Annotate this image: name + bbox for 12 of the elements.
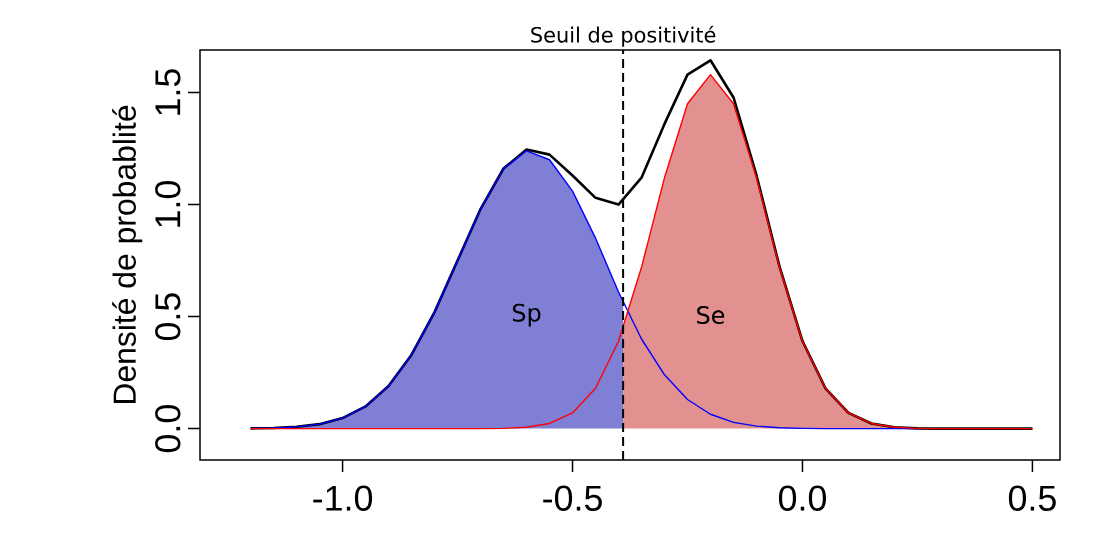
y-tick-label: 1.0 [155, 181, 181, 227]
x-tick-label: -0.5 [543, 485, 602, 511]
y-tick-label: 1.5 [155, 69, 181, 115]
y-axis-title: Densité de probablité [112, 105, 143, 404]
y-tick-label: 0.0 [155, 405, 181, 453]
y-tick-label: 0.5 [155, 293, 181, 341]
ref-line-label: Seuil de positivité [531, 25, 716, 47]
x-tick-label: -1.0 [313, 485, 373, 511]
annotation: Sp [512, 303, 541, 327]
x-tick-label: 0.5 [1008, 485, 1056, 511]
annotation: Se [697, 305, 725, 325]
x-tick-label: 0.0 [778, 485, 826, 511]
